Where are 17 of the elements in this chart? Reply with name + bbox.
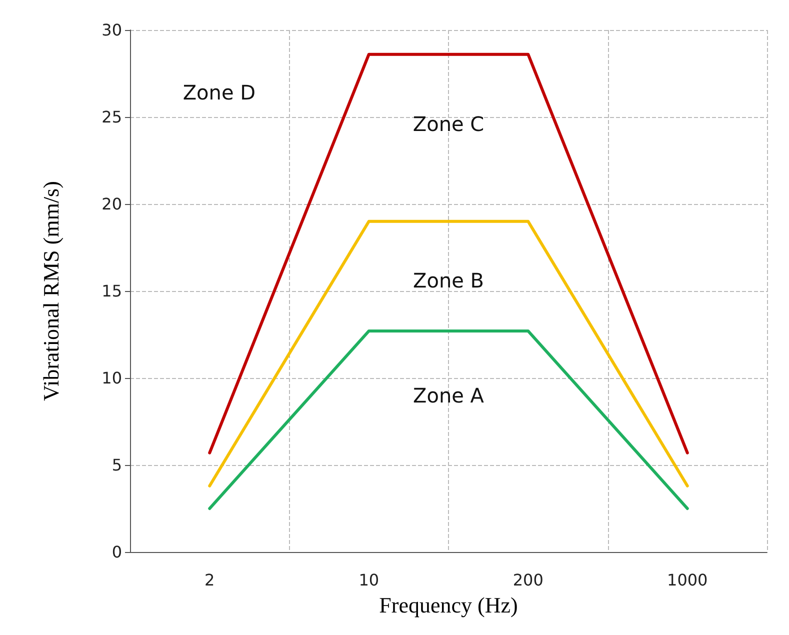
y-tick-label: 30 xyxy=(102,20,122,40)
annotation: Zone D xyxy=(182,80,256,105)
annotation: Zone B xyxy=(413,268,484,293)
x-tick-label: 200 xyxy=(512,570,544,590)
x-tick-label: 10 xyxy=(358,570,380,590)
y-tick-label: 15 xyxy=(102,282,122,300)
y-tick-label: 10 xyxy=(102,368,122,388)
y-axis-title: Vibrational RMS (mm/s) xyxy=(38,181,64,401)
y-tick-label: 25 xyxy=(102,108,122,126)
annotation: Zone A xyxy=(413,383,484,408)
y-tick-label: 5 xyxy=(112,456,122,474)
x-axis-title: Frequency (Hz) xyxy=(379,592,518,618)
y-tick-label: 20 xyxy=(102,194,122,214)
x-tick-label: 1000 xyxy=(667,570,708,590)
x-tick-label: 2 xyxy=(204,570,215,590)
y-tick-label: 0 xyxy=(112,542,122,562)
annotation: Zone C xyxy=(412,112,484,136)
